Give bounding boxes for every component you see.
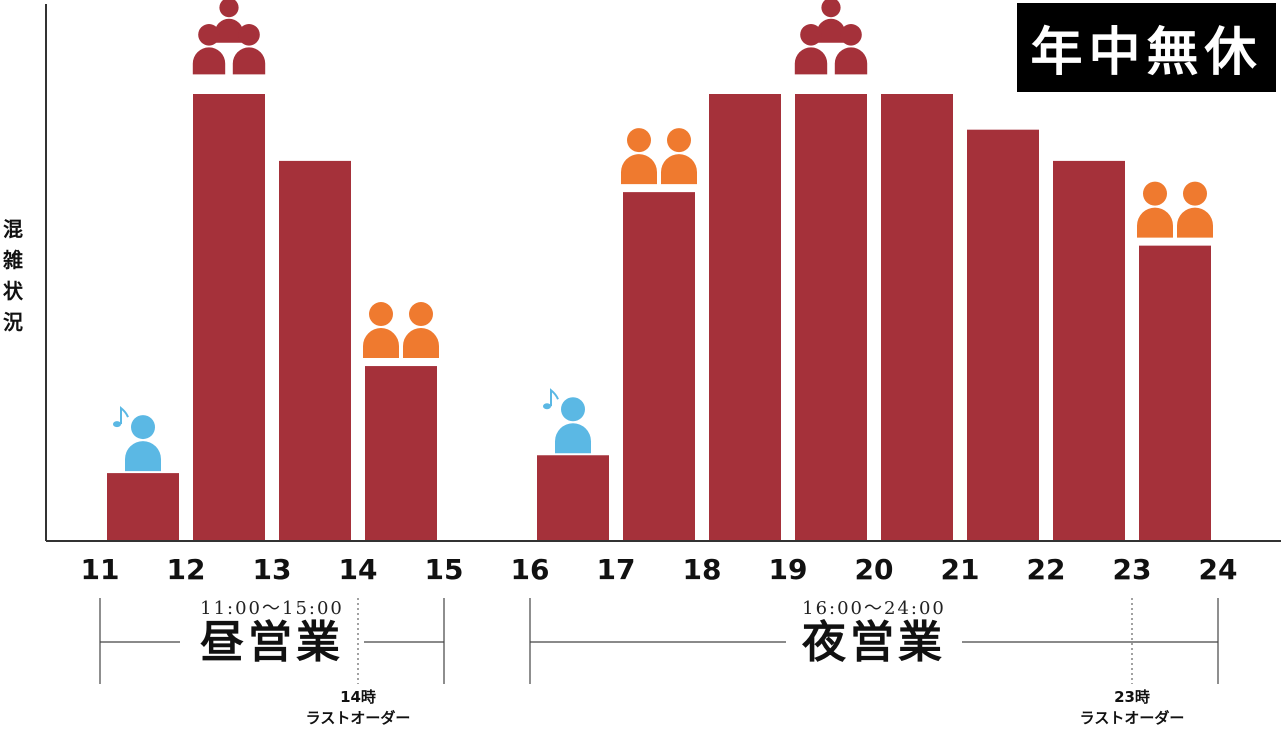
crowd-many-icon (794, 0, 868, 75)
hour-label: 17 (596, 553, 636, 586)
hour-label: 12 (166, 553, 206, 586)
person-icon (214, 0, 244, 43)
lunch-session-label: 昼営業 (200, 617, 344, 668)
hour-label: 16 (510, 553, 550, 586)
bar-11 (107, 473, 179, 540)
bar-16 (537, 455, 609, 540)
dinner-last-order-time: 23時 (1114, 688, 1150, 706)
person-icon (621, 128, 657, 185)
bar-20 (881, 94, 953, 540)
lunch-hours-text: 11:00〜15:00 (200, 598, 344, 619)
bar-13 (279, 160, 351, 540)
person-icon (403, 302, 439, 359)
bar-17 (623, 192, 695, 540)
hour-label: 19 (768, 553, 808, 586)
dinner-last-order-label: ラストオーダー (1079, 709, 1185, 727)
hour-label: 21 (940, 553, 980, 586)
dinner-last-order: 23時 ラストオーダー (1052, 687, 1212, 729)
person-icon (192, 24, 226, 75)
person-icon (816, 0, 846, 43)
bar-18 (709, 94, 781, 540)
crowd-some-icon (621, 128, 697, 185)
hour-label: 23 (1112, 553, 1152, 586)
person-icon (794, 24, 828, 75)
bar-22 (1053, 160, 1125, 540)
y-axis-label: 混雑状況 (3, 217, 23, 334)
hour-label: 11 (80, 553, 120, 586)
hour-label: 13 (252, 553, 292, 586)
lunch-last-order-time: 14時 (340, 688, 376, 706)
bar-21 (967, 129, 1039, 540)
hour-label: 24 (1198, 553, 1238, 586)
person-icon (555, 397, 591, 454)
open-every-day-badge: 年中無休 (1017, 3, 1276, 92)
dinner-session-label: 夜営業 (802, 617, 946, 668)
dinner-hours-text: 16:00〜24:00 (802, 598, 946, 619)
hour-label: 18 (682, 553, 722, 586)
bar-23 (1139, 245, 1211, 540)
crowd-some-icon (1137, 181, 1213, 238)
person-icon (1177, 181, 1213, 238)
music-note-icon (113, 421, 121, 428)
hour-label: 20 (854, 553, 894, 586)
music-note-icon (543, 403, 551, 410)
person-icon (232, 24, 266, 75)
bar-12 (193, 94, 265, 540)
hour-label: 14 (338, 553, 378, 586)
crowd-some-icon (363, 302, 439, 359)
crowd-many-icon (192, 0, 266, 75)
bar-19 (795, 94, 867, 540)
crowd-few-icon (113, 406, 161, 472)
hour-label: 22 (1026, 553, 1066, 586)
crowd-few-icon (543, 388, 591, 454)
person-icon (1137, 181, 1173, 238)
lunch-last-order-label: ラストオーダー (305, 709, 411, 727)
person-icon (125, 415, 161, 472)
person-icon (834, 24, 868, 75)
bar-14 (365, 366, 437, 540)
lunch-last-order: 14時 ラストオーダー (278, 687, 438, 729)
person-icon (363, 302, 399, 359)
hour-label: 15 (424, 553, 464, 586)
person-icon (661, 128, 697, 185)
